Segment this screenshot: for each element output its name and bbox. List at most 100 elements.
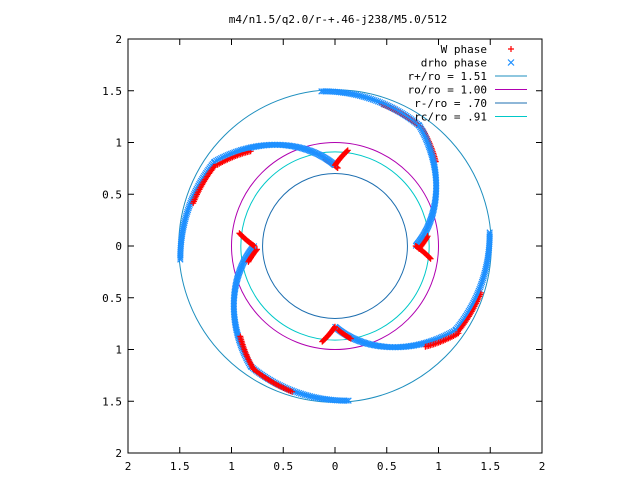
w-point-560 [237, 333, 244, 340]
w-point-218 [427, 255, 434, 262]
circle-2 [262, 173, 408, 319]
legend-label-3: ro/ro = 1.00 [408, 84, 487, 97]
x-tick-label-3: 0.5 [273, 460, 293, 473]
drho-point-27 [369, 96, 376, 103]
w-point-436 [343, 148, 350, 155]
drho-point-678 [481, 269, 488, 276]
y-tick-label-1: 1.5 [102, 85, 122, 98]
x-tick-label-0: 2 [125, 460, 132, 473]
circle-3 [240, 151, 430, 341]
x-tick-label-4: 0 [332, 460, 339, 473]
drho-point-466 [292, 388, 299, 396]
w-point-217 [426, 254, 433, 261]
drho-point-240 [182, 216, 189, 223]
drho-point-246 [185, 205, 192, 212]
drho-point-20 [356, 92, 364, 99]
drho-point-244 [184, 208, 191, 216]
drho-point-679 [481, 271, 488, 278]
drho-point-686 [476, 284, 484, 291]
legend-label-0: W phase [441, 43, 487, 56]
drho-point-22 [360, 93, 367, 100]
drho-point-243 [183, 210, 191, 217]
drho-point-681 [479, 275, 487, 282]
drho-point-459 [305, 392, 312, 399]
drho-point-242 [183, 212, 190, 219]
drho-point-245 [184, 206, 192, 214]
drho-point-18 [352, 91, 360, 99]
y-tick-label-7: 1.5 [102, 395, 122, 408]
w-point-853 [336, 327, 343, 334]
x-tick-label-6: 1 [435, 460, 442, 473]
drho-point-458 [306, 393, 314, 400]
drho-point-238 [181, 219, 188, 227]
axis-ticks: 2 1.5 1 0.5 0 0.5 1 1.5 221.510.500.511.52 [102, 33, 545, 473]
legend-label-5: rc/ro = .91 [414, 111, 487, 124]
drho-point-456 [310, 393, 318, 401]
drho-point-30 [374, 98, 382, 105]
w-point-874 [320, 337, 327, 344]
drho-point-28 [371, 96, 378, 104]
drho-point-95 [421, 133, 429, 141]
legend-swatch-0 [508, 46, 514, 52]
x-tick-label-5: 0.5 [377, 460, 397, 473]
drho-point-463 [297, 390, 305, 397]
drho-point-97 [422, 135, 430, 142]
w-point-655 [237, 231, 244, 238]
w-point-875 [319, 338, 326, 345]
drho-point-460 [303, 392, 310, 399]
drho-point-684 [478, 280, 485, 287]
drho-point-25 [365, 95, 373, 102]
w-point-437 [344, 147, 351, 154]
drho-point-23 [362, 94, 369, 101]
legend-label-2: r+/ro = 1.51 [408, 70, 487, 83]
drho-point-680 [480, 273, 487, 280]
chart-title: m4/n1.5/q2.0/r-+.46-j238/M5.0/512 [229, 13, 448, 26]
legend-label-1: drho phase [421, 57, 487, 70]
w-point-656 [236, 230, 243, 237]
drho-point-239 [181, 217, 188, 225]
drho-point-462 [299, 390, 306, 398]
w-point-636 [254, 246, 261, 253]
y-tick-label-6: 1 [115, 344, 122, 357]
y-tick-label-5: 0.5 [102, 292, 122, 305]
drho-point-26 [367, 95, 375, 103]
drho-point-677 [482, 267, 489, 275]
drho-point-675 [482, 263, 490, 271]
drho-point-91 [420, 130, 427, 138]
drho-point-457 [308, 393, 316, 400]
y-tick-label-4: 0 [115, 240, 122, 253]
drho-point-676 [482, 265, 489, 273]
x-tick-label-7: 1.5 [480, 460, 500, 473]
drho-point-683 [478, 278, 486, 286]
drho-point-461 [301, 391, 308, 398]
w-point-855 [335, 326, 342, 333]
drho-point-101 [424, 138, 431, 146]
drho-point-29 [373, 97, 380, 105]
circle-1 [231, 142, 439, 350]
drho-point-19 [354, 92, 362, 99]
drho-point-464 [295, 389, 303, 397]
x-tick-label-1: 1.5 [170, 460, 190, 473]
y-tick-label-0: 2 [115, 33, 122, 46]
drho-point-237 [180, 221, 188, 229]
drho-point-685 [477, 282, 485, 289]
drho-point-21 [358, 93, 365, 100]
reference-circles [178, 89, 492, 403]
y-tick-label-2: 1 [115, 137, 122, 150]
drho-point-24 [364, 94, 371, 102]
x-tick-label-2: 1 [228, 460, 235, 473]
w-point-417 [334, 165, 341, 172]
drho-point-99 [423, 137, 430, 144]
circle-0 [178, 89, 492, 403]
phase-points [177, 88, 493, 404]
drho-point-465 [294, 389, 301, 396]
legend-label-4: r-/ro = .70 [414, 97, 487, 110]
legend-swatch-1 [507, 59, 515, 66]
drho-point-93 [421, 132, 428, 139]
x-tick-label-8: 2 [539, 460, 546, 473]
y-tick-label-8: 2 [115, 447, 122, 460]
drho-point-241 [182, 214, 189, 221]
drho-point-247 [185, 203, 193, 210]
